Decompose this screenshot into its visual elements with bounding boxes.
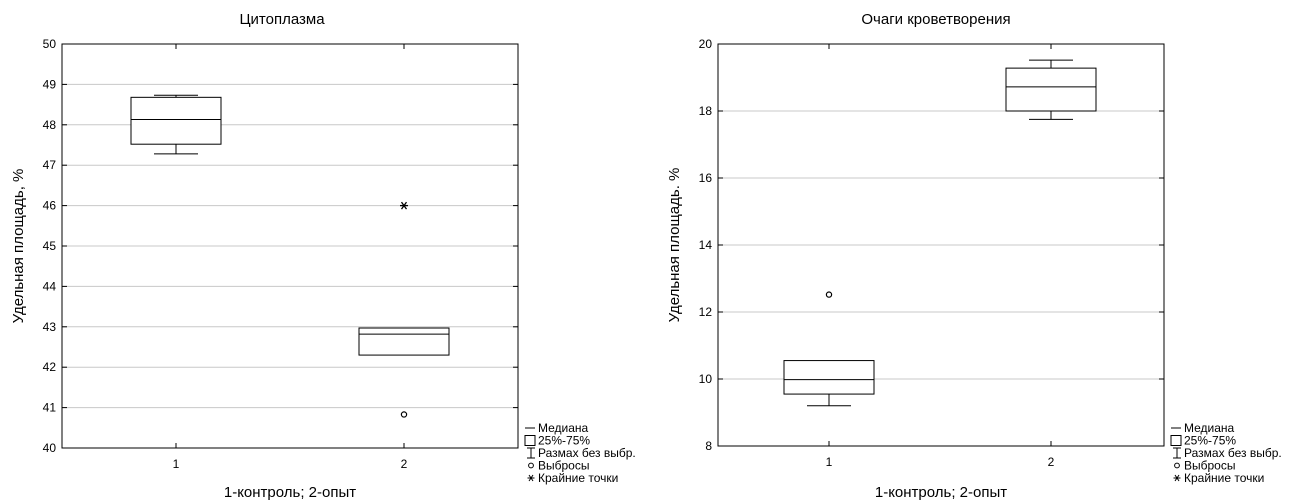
- box-iqr: [1005, 67, 1097, 112]
- outlier-point: [400, 411, 408, 418]
- x-tick-label: 2: [401, 457, 408, 471]
- x-tick-label: 1: [826, 455, 833, 469]
- y-tick-label: 44: [43, 279, 57, 293]
- legend-extreme-symbol: [1173, 474, 1181, 482]
- legend-label: Медиана: [538, 421, 589, 435]
- y-tick-label: 42: [43, 360, 57, 374]
- legend-label: Крайние точки: [1184, 471, 1264, 485]
- box-2: [1005, 59, 1097, 120]
- y-tick-label: 16: [699, 171, 713, 185]
- y-tick-label: 45: [43, 239, 57, 253]
- y-tick-label: 48: [43, 118, 57, 132]
- legend-extreme-symbol: [527, 474, 535, 482]
- x-axis-label: 1-контроль; 2-опыт: [875, 484, 1007, 501]
- y-tick-label: 18: [699, 104, 713, 118]
- box-1: [130, 94, 222, 155]
- legend-box-symbol: [524, 435, 536, 446]
- chart-title: Цитоплазма: [239, 11, 325, 28]
- chart-title: Очаги кроветворения: [861, 11, 1010, 28]
- y-tick-label: 47: [43, 158, 57, 172]
- legend-label: Размах без выбр.: [538, 446, 636, 460]
- legend-label: 25%-75%: [1184, 434, 1236, 448]
- y-axis-label: Удельная площадь. %: [666, 168, 683, 323]
- legend-box-symbol: [1170, 435, 1182, 446]
- x-axis-label: 1-контроль; 2-опыт: [224, 484, 356, 501]
- y-tick-label: 46: [43, 199, 57, 213]
- legend-label: Размах без выбр.: [1184, 446, 1282, 460]
- legend-label: Выбросы: [538, 459, 589, 473]
- x-tick-label: 2: [1048, 455, 1055, 469]
- extreme-point: [400, 201, 408, 210]
- x-tick-label: 1: [173, 457, 180, 471]
- legend-label: Выбросы: [1184, 459, 1235, 473]
- box-iqr: [358, 327, 450, 356]
- box-2: [358, 201, 450, 418]
- legend-outlier-symbol: [1174, 462, 1180, 469]
- legend-label: Медиана: [1184, 421, 1235, 435]
- legend-outlier-symbol: [528, 462, 534, 469]
- y-tick-label: 20: [699, 37, 713, 51]
- legend-label: 25%-75%: [538, 434, 590, 448]
- legend-label: Крайние точки: [538, 471, 618, 485]
- box-iqr: [783, 360, 875, 395]
- y-tick-label: 12: [699, 305, 713, 319]
- y-tick-label: 50: [43, 37, 57, 51]
- y-tick-label: 41: [43, 401, 57, 415]
- y-tick-label: 8: [705, 439, 712, 453]
- box-iqr: [130, 96, 222, 145]
- y-tick-label: 14: [699, 238, 713, 252]
- y-tick-label: 49: [43, 77, 57, 91]
- y-axis-label: Удельная площадь, %: [10, 169, 27, 324]
- chart-panel-1: 40 41 42 43 44 45 46 47 48 49 50 1 2 Цитоплазма 1-конт…: [10, 11, 636, 501]
- outlier-point: [825, 291, 833, 298]
- box-1: [783, 291, 875, 407]
- y-tick-label: 43: [43, 320, 57, 334]
- y-tick-label: 10: [699, 372, 713, 386]
- y-tick-label: 40: [43, 441, 57, 455]
